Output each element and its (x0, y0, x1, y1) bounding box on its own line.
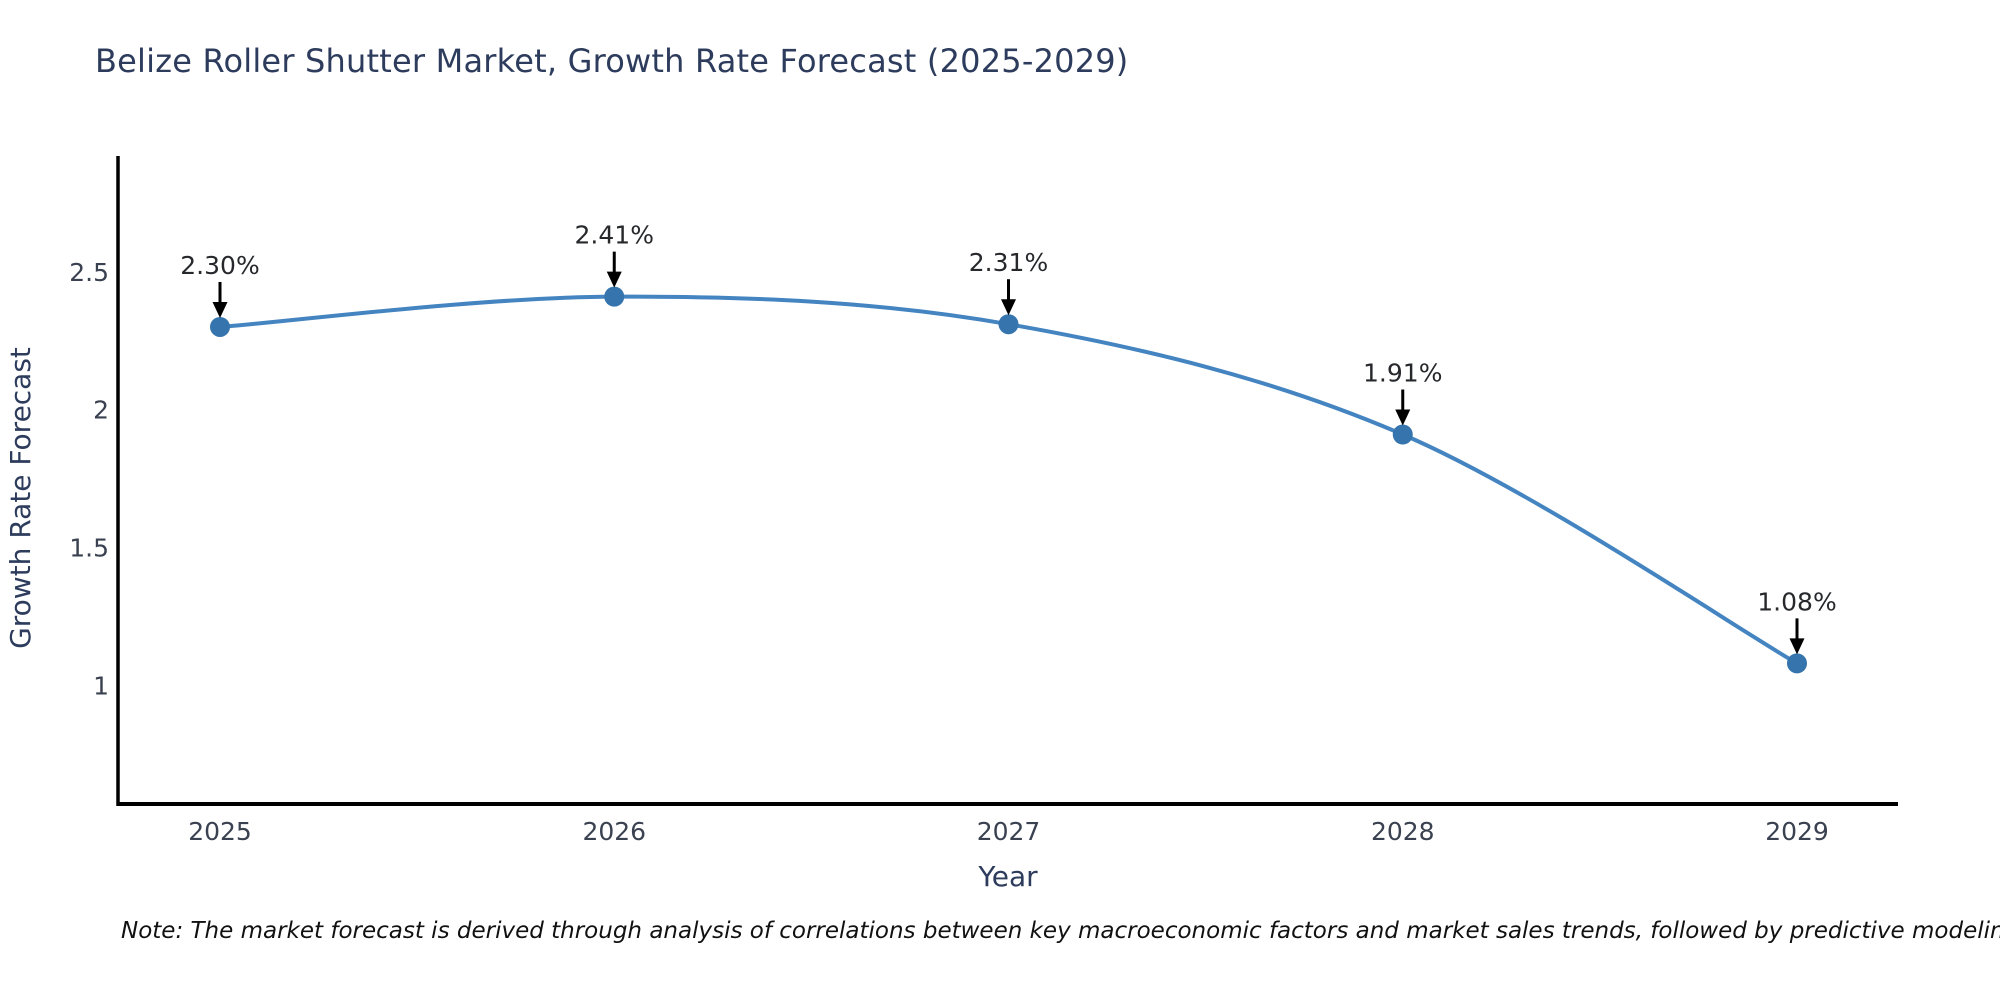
data-point-annotations: 2.30% 2.41% 2.31% 1.91% 1.08% (180, 221, 1837, 655)
data-point-marker (998, 314, 1019, 335)
annotation-arrowhead-icon (606, 271, 622, 288)
chart-title: Belize Roller Shutter Market, Growth Rat… (95, 42, 1129, 80)
data-point-value-label: 1.91% (1363, 359, 1442, 388)
x-axis-label: Year (977, 860, 1038, 893)
annotation-arrowhead-icon (1395, 409, 1411, 426)
annotation-arrowhead-icon (1001, 299, 1016, 316)
data-point-marker (604, 286, 625, 307)
data-point-marker (1787, 653, 1807, 674)
data-point-value-label: 2.31% (969, 248, 1048, 277)
data-point-marker (1392, 424, 1413, 445)
x-axis-tick-labels: 2025 2026 2027 2028 2029 (188, 817, 1829, 846)
data-point-value-label: 1.08% (1757, 587, 1836, 616)
y-tick-label: 1.5 (69, 534, 109, 563)
y-axis-tick-labels: 1 1.5 2 2.5 (69, 258, 109, 701)
data-point-value-label: 2.30% (180, 251, 259, 280)
x-tick-label: 2026 (582, 817, 646, 846)
y-tick-label: 1 (93, 671, 109, 700)
data-point-value-label: 2.41% (575, 221, 654, 250)
annotation-arrowhead-icon (212, 301, 228, 318)
y-axis-label: Growth Rate Forecast (4, 347, 37, 649)
x-tick-label: 2025 (188, 817, 252, 846)
x-tick-label: 2028 (1371, 817, 1435, 846)
axes-spines (116, 156, 1898, 806)
x-tick-label: 2027 (977, 817, 1041, 846)
footnote: Note: The market forecast is derived thr… (121, 918, 2000, 944)
x-tick-label: 2029 (1765, 817, 1829, 846)
forecast-line-series (218, 294, 1799, 666)
y-tick-label: 2 (93, 396, 109, 425)
y-tick-label: 2.5 (69, 258, 109, 287)
annotation-arrowhead-icon (1789, 638, 1805, 655)
data-point-markers (210, 286, 1807, 674)
data-point-marker (210, 316, 230, 337)
